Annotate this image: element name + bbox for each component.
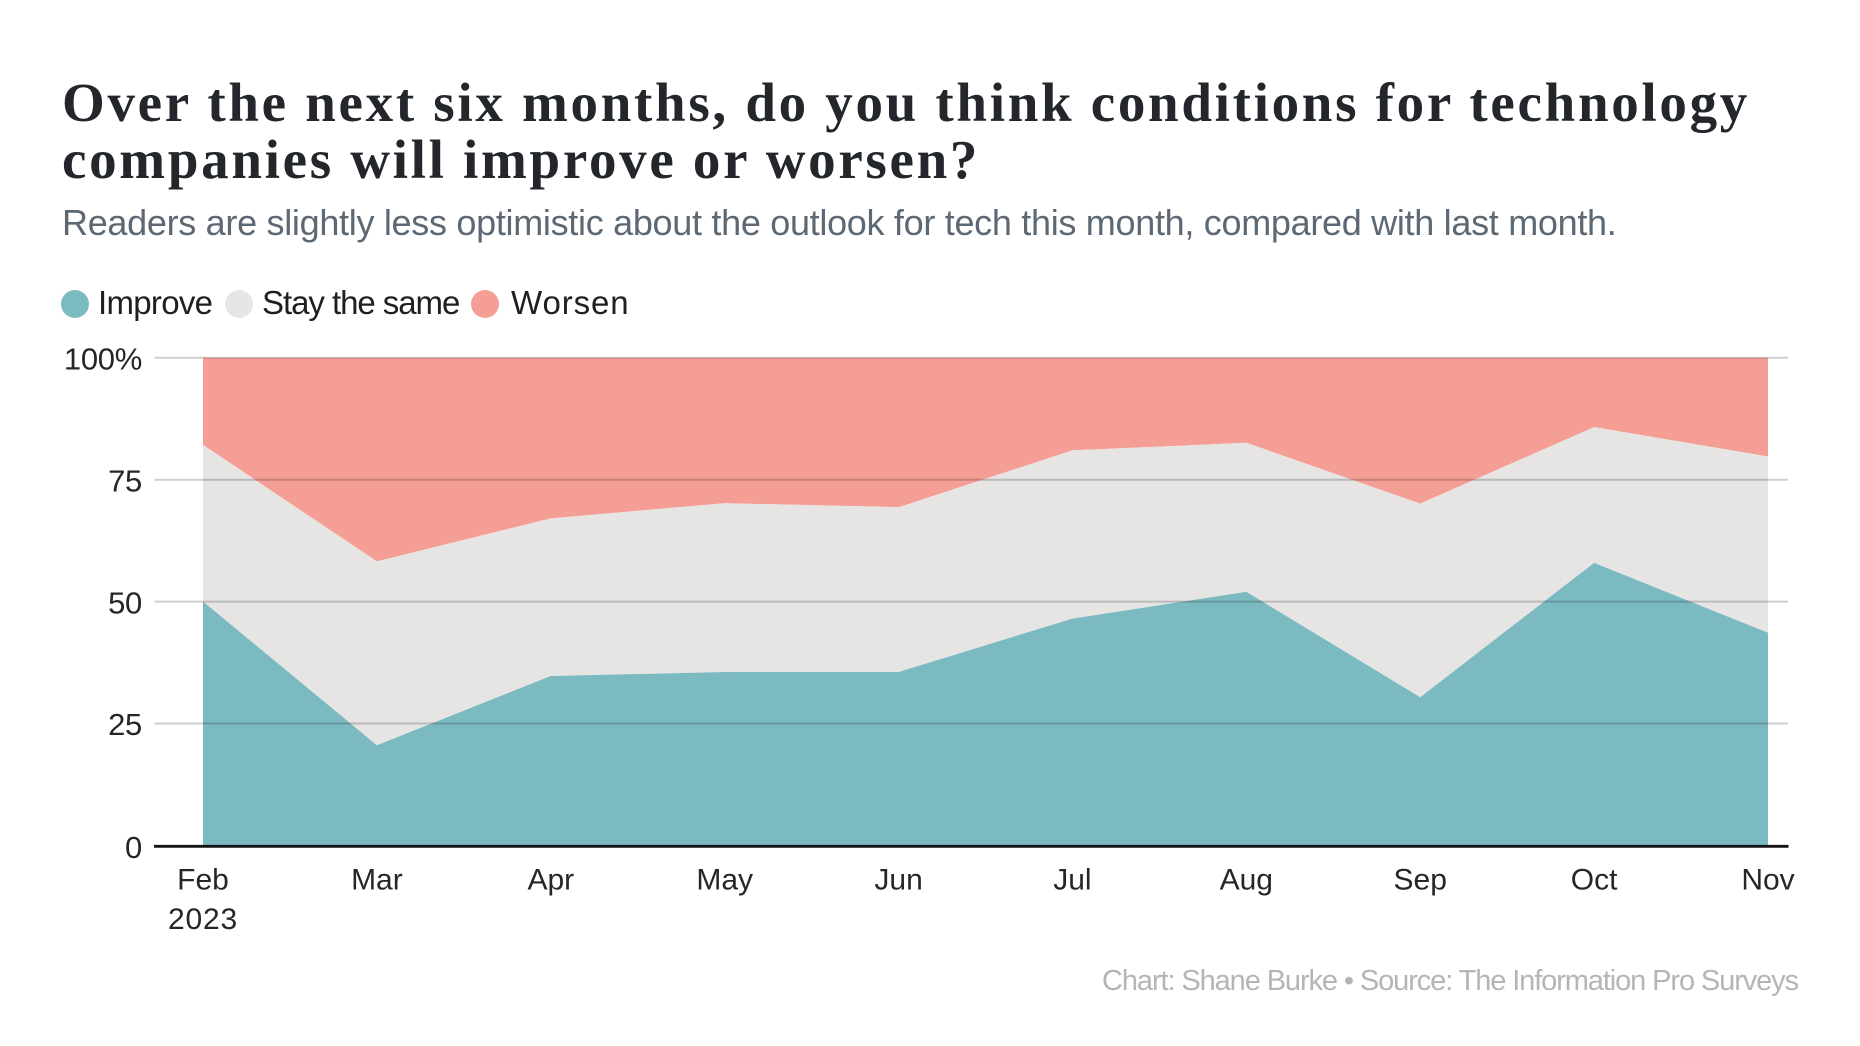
svg-text:Aug: Aug bbox=[1220, 864, 1273, 897]
svg-text:Jun: Jun bbox=[874, 864, 922, 897]
svg-text:May: May bbox=[696, 864, 753, 897]
svg-text:Chart: Shane Burke • Source: T: Chart: Shane Burke • Source: The Informa… bbox=[1102, 965, 1799, 997]
svg-text:50: 50 bbox=[108, 585, 142, 620]
svg-text:75: 75 bbox=[108, 463, 142, 498]
svg-text:0: 0 bbox=[125, 830, 142, 865]
svg-text:Feb: Feb bbox=[177, 864, 229, 897]
svg-text:Apr: Apr bbox=[527, 864, 574, 897]
svg-text:Mar: Mar bbox=[351, 864, 403, 897]
svg-text:Oct: Oct bbox=[1571, 864, 1618, 897]
svg-text:Nov: Nov bbox=[1741, 864, 1794, 897]
svg-text:2023: 2023 bbox=[168, 903, 238, 936]
svg-text:100%: 100% bbox=[64, 342, 142, 377]
svg-text:25: 25 bbox=[108, 707, 142, 742]
svg-text:Jul: Jul bbox=[1053, 864, 1091, 897]
svg-text:Sep: Sep bbox=[1394, 864, 1447, 897]
